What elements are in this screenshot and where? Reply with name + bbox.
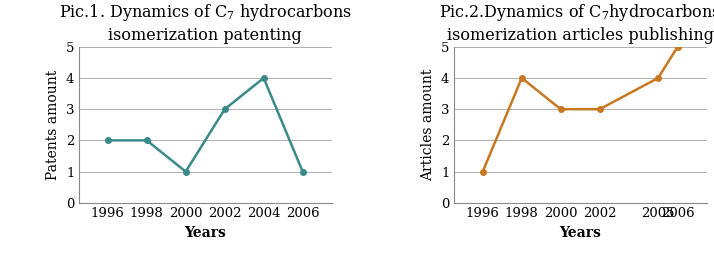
Y-axis label: Articles amount: Articles amount	[421, 69, 436, 181]
Title: Pic.1. Dynamics of C$_7$ hydrocarbons
isomerization patenting: Pic.1. Dynamics of C$_7$ hydrocarbons is…	[59, 2, 351, 44]
Y-axis label: Patents amount: Patents amount	[46, 70, 60, 180]
X-axis label: Years: Years	[559, 225, 601, 239]
X-axis label: Years: Years	[184, 225, 226, 239]
Title: Pic.2.Dynamics of C$_7$hydrocarbons
isomerization articles publishing: Pic.2.Dynamics of C$_7$hydrocarbons isom…	[439, 2, 714, 44]
